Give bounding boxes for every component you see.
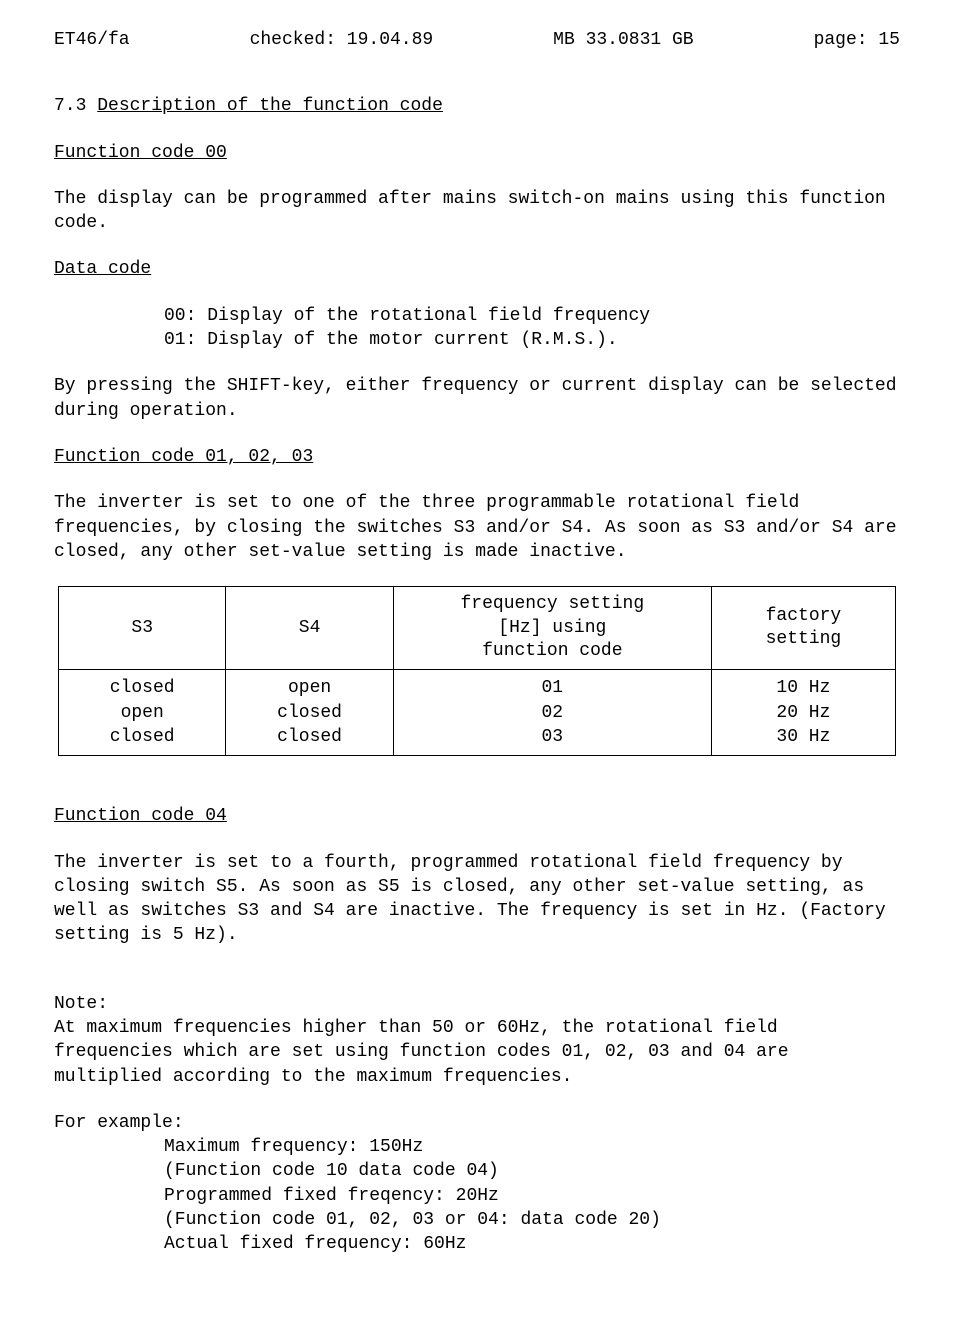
- fc04-para: The inverter is set to a fourth, program…: [54, 851, 900, 948]
- fc04-heading: Function code 04: [54, 804, 900, 828]
- section-number: 7.3: [54, 96, 86, 116]
- th-freq: frequency setting [Hz] using function co…: [393, 587, 711, 670]
- data-code-list: 00: Display of the rotational field freq…: [54, 304, 900, 353]
- doc-ref: MB 33.0831 GB: [553, 28, 693, 52]
- cell-s3: closed open closed: [59, 670, 226, 756]
- note-para: At maximum frequencies higher than 50 or…: [54, 1016, 900, 1089]
- th-s3: S3: [59, 587, 226, 670]
- page-number: page: 15: [814, 28, 900, 52]
- table-header-row: S3 S4 frequency setting [Hz] using funct…: [59, 587, 896, 670]
- example-line: (Function code 10 data code 04): [164, 1159, 900, 1183]
- example-label: For example:: [54, 1111, 900, 1135]
- page-header: ET46/fa checked: 19.04.89 MB 33.0831 GB …: [54, 28, 900, 52]
- fc010203-para: The inverter is set to one of the three …: [54, 491, 900, 564]
- data-code-item: 01: Display of the motor current (R.M.S.…: [164, 328, 900, 352]
- shift-para: By pressing the SHIFT-key, either freque…: [54, 374, 900, 423]
- fc010203-heading: Function code 01, 02, 03: [54, 445, 900, 469]
- example-line: (Function code 01, 02, 03 or 04: data co…: [164, 1208, 900, 1232]
- cell-factory: 10 Hz 20 Hz 30 Hz: [711, 670, 895, 756]
- data-code-item: 00: Display of the rotational field freq…: [164, 304, 900, 328]
- th-s4: S4: [226, 587, 393, 670]
- example-line: Maximum frequency: 150Hz: [164, 1135, 900, 1159]
- fc00-para: The display can be programmed after main…: [54, 187, 900, 236]
- switch-table: S3 S4 frequency setting [Hz] using funct…: [58, 586, 896, 756]
- table-row: closed open closed open closed closed 01…: [59, 670, 896, 756]
- note-label: Note:: [54, 992, 900, 1016]
- section-heading: 7.3 Description of the function code: [54, 94, 900, 118]
- example-line: Programmed fixed freqency: 20Hz: [164, 1184, 900, 1208]
- doc-id: ET46/fa: [54, 28, 130, 52]
- example-block: Maximum frequency: 150Hz (Function code …: [54, 1135, 900, 1256]
- checked-date: checked: 19.04.89: [250, 28, 434, 52]
- fc00-heading: Function code 00: [54, 141, 900, 165]
- cell-s4: open closed closed: [226, 670, 393, 756]
- section-title: Description of the function code: [97, 96, 443, 116]
- th-factory: factory setting: [711, 587, 895, 670]
- data-code-heading: Data code: [54, 257, 900, 281]
- example-line: Actual fixed frequency: 60Hz: [164, 1232, 900, 1256]
- cell-code: 01 02 03: [393, 670, 711, 756]
